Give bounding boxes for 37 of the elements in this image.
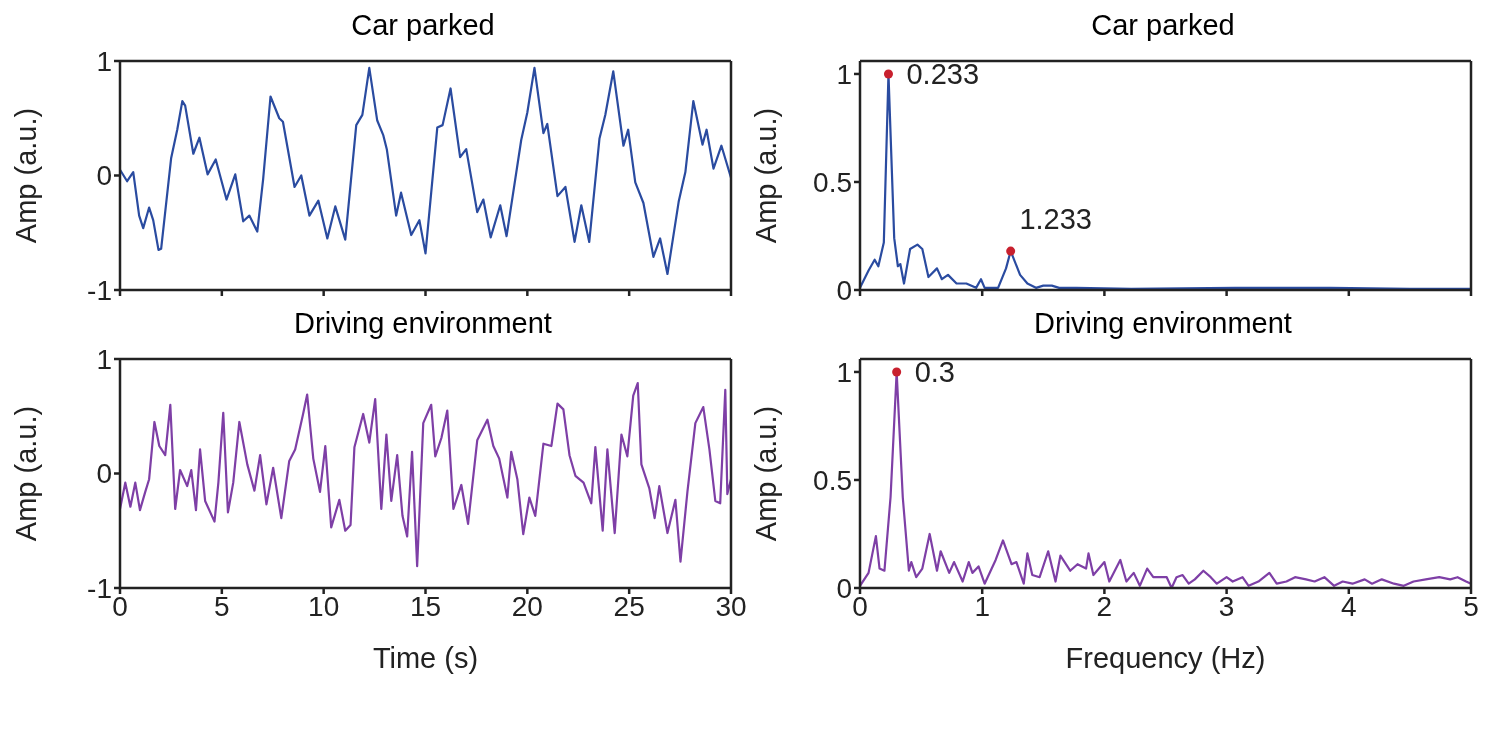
y-tick-label: 0.5 <box>813 166 852 198</box>
y-tick-label: 0 <box>96 458 112 490</box>
x-tick-label: 25 <box>613 590 645 622</box>
y-tick-label: 1 <box>836 356 852 388</box>
x-tick-label: 15 <box>409 590 442 622</box>
x-tick-label: 5 <box>214 590 230 622</box>
y-tick-label: 1 <box>836 58 852 90</box>
x-tick-label: 30 <box>715 590 747 622</box>
y-tick-label: 1 <box>96 343 112 375</box>
line-series <box>120 66 731 276</box>
x-tick-label: 20 <box>511 590 543 622</box>
y-axis-title: Amp (a.u.) <box>750 107 783 244</box>
x-tick-label: 10 <box>308 590 340 622</box>
annotation: 0.233 <box>906 58 980 91</box>
y-tick-label: -1 <box>87 274 112 306</box>
chart-title: Car parked <box>350 8 496 42</box>
x-tick-label: 3 <box>1218 590 1235 622</box>
x-tick-label: 1 <box>974 590 990 622</box>
annotation: 0.3 <box>914 356 955 389</box>
x-tick-label: 4 <box>1341 590 1357 622</box>
y-tick-label: -1 <box>87 572 112 604</box>
chart-title: Driving environment <box>293 306 553 340</box>
y-axis-title: Amp (a.u.) <box>10 405 43 542</box>
y-tick-label: 0 <box>96 160 112 192</box>
x-tick-label: 5 <box>1463 590 1479 622</box>
annotation: 1.233 <box>1019 203 1092 236</box>
x-axis-title: Frequency (Hz) <box>1065 642 1266 674</box>
chart-title: Car parked <box>1090 8 1236 42</box>
line-series <box>120 381 731 568</box>
chart-title: Driving environment <box>1033 306 1293 340</box>
y-axis-title: Amp (a.u.) <box>10 107 43 244</box>
y-tick-label: 0.5 <box>813 464 852 496</box>
y-axis-title: Amp (a.u.) <box>750 405 783 542</box>
y-tick-label: 0 <box>836 274 852 306</box>
y-tick-label: 1 <box>96 45 112 77</box>
x-axis-title: Time (s) <box>372 642 479 674</box>
x-tick-label: 2 <box>1096 590 1113 622</box>
